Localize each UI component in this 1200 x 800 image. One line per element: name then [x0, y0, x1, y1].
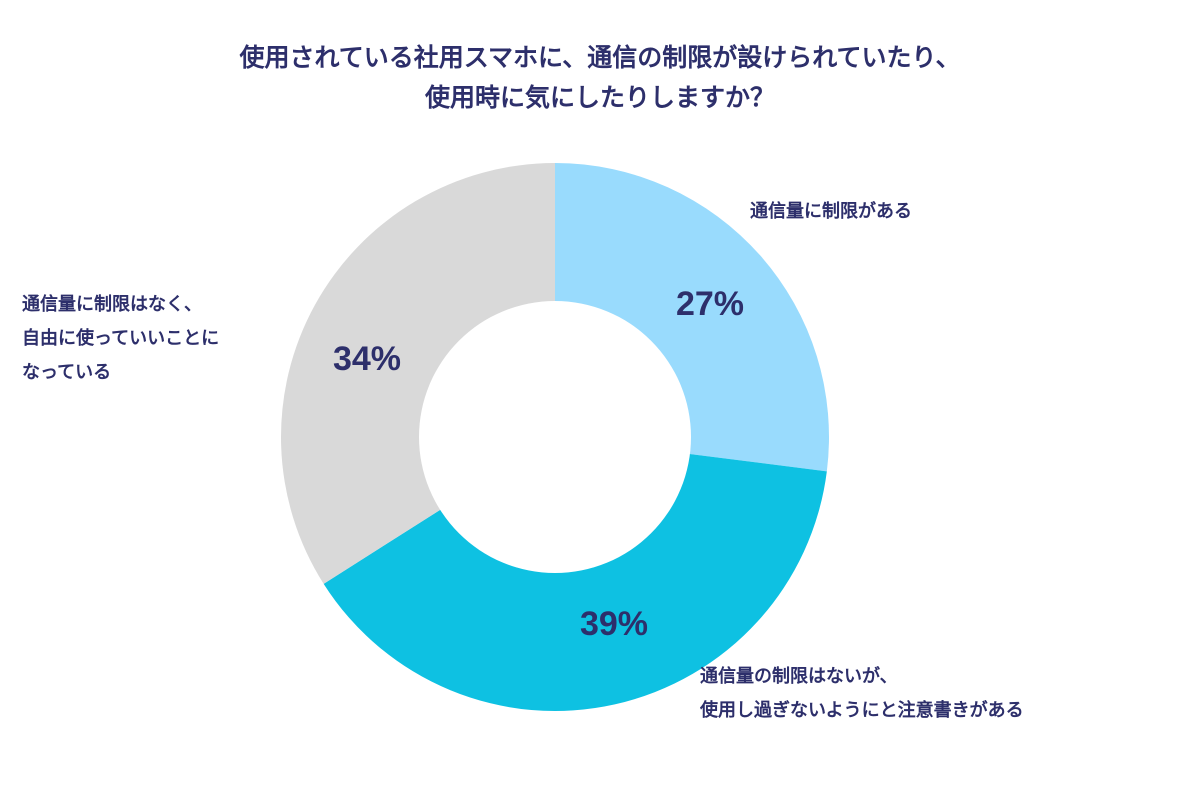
value-labels: 27% 39% 34% — [333, 285, 744, 643]
category-label-limited: 通信量に制限がある — [750, 195, 912, 229]
category-label-limited-line-1: 通信量に制限がある — [750, 201, 912, 222]
category-label-unlimited: 通信量に制限はなく、 自由に使っていいことに なっている — [22, 288, 219, 390]
category-label-caution-note-line-2: 使用し過ぎないようにと注意書きがある — [700, 700, 1024, 721]
category-label-caution-note: 通信量の制限はないが、 使用し過ぎないようにと注意書きがある — [700, 660, 1024, 728]
value-label-caution-note: 39% — [580, 605, 648, 643]
category-label-caution-note-line-1: 通信量の制限はないが、 — [700, 666, 898, 687]
value-label-unlimited: 34% — [333, 340, 401, 378]
category-label-unlimited-line-1: 通信量に制限はなく、 — [22, 294, 202, 315]
donut-hole — [419, 301, 691, 573]
chart-title-line-1: 使用されている社用スマホに、通信の制限が設けられていたり、 — [239, 43, 961, 72]
category-label-unlimited-line-2: 自由に使っていいことに — [22, 328, 220, 349]
chart-title-line-2: 使用時に気にしたりしますか？ — [424, 83, 775, 112]
chart-title: 使用されている社用スマホに、通信の制限が設けられていたり、 使用時に気にしたりし… — [0, 38, 1200, 118]
category-label-unlimited-line-3: なっている — [22, 362, 112, 383]
value-label-limited: 27% — [676, 285, 744, 323]
